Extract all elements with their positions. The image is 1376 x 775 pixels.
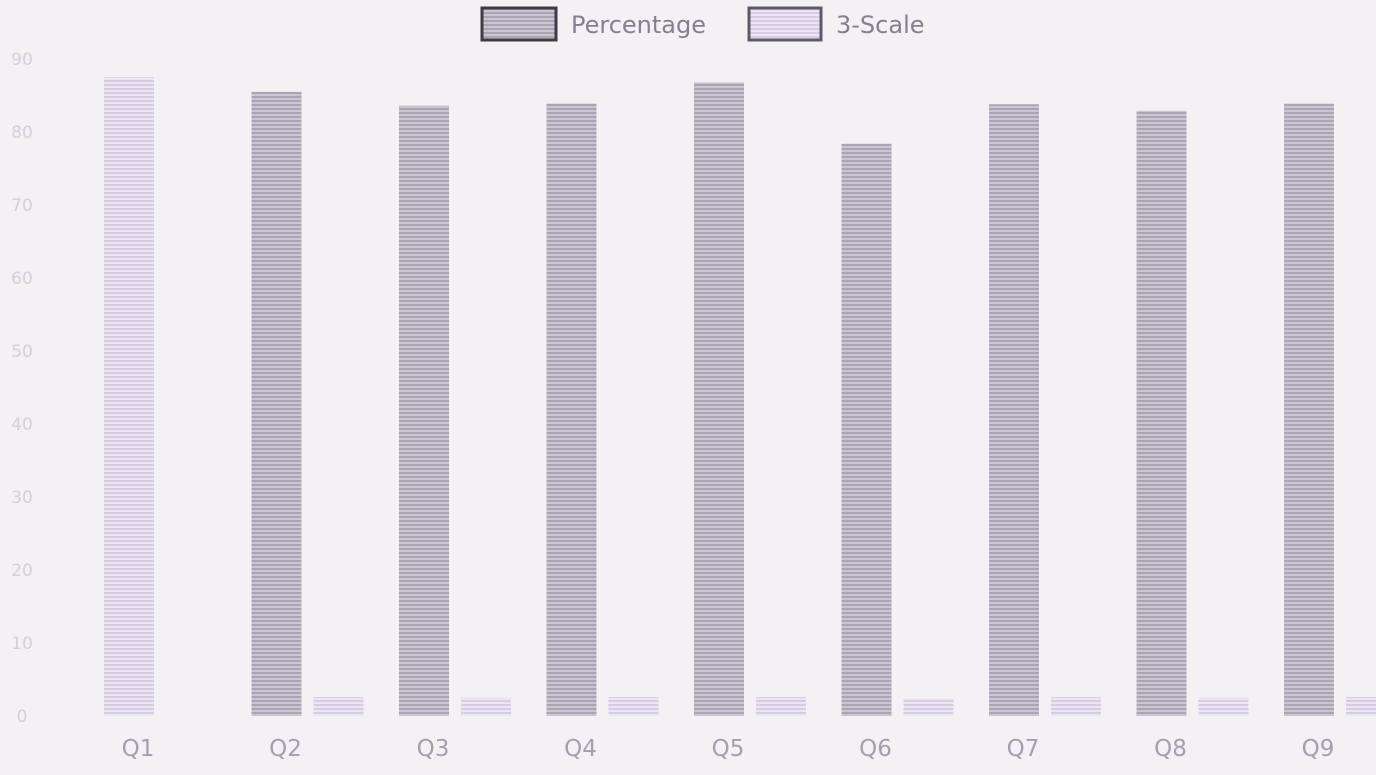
legend-label-percentage: Percentage (571, 11, 706, 39)
y-tick-label: 70 (11, 196, 33, 216)
bar-percentage-q4 (546, 103, 597, 716)
bar-3-scale-q3 (461, 697, 511, 716)
chart-bars (104, 77, 1376, 717)
y-tick-label: 30 (11, 488, 33, 508)
legend-label-3-scale: 3-Scale (836, 11, 925, 39)
y-tick-label: 10 (11, 634, 33, 654)
x-tick-label: Q4 (564, 736, 597, 762)
legend-swatch-3-scale (747, 6, 823, 42)
x-tick-label: Q7 (1007, 736, 1040, 762)
x-axis-labels: Q1 Q2 Q3 Q4 Q5 Q6 Q7 Q8 Q9 (122, 736, 1335, 762)
bar-percentage-q8 (1136, 110, 1187, 716)
chart-legend: Percentage 3-Scale (480, 6, 925, 42)
bar-3-scale-q7 (1051, 697, 1101, 716)
bar-3-scale-q2 (313, 697, 364, 716)
bar-3-scale-q5 (756, 697, 806, 716)
bar-percentage-q6 (841, 143, 892, 716)
x-tick-label: Q3 (417, 736, 450, 762)
bar-percentage-q2 (251, 91, 302, 717)
y-tick-label: 50 (11, 342, 33, 362)
y-tick-label: 90 (11, 50, 33, 70)
bar-3-scale-q6 (903, 698, 954, 716)
x-tick-label: Q2 (269, 736, 302, 762)
bar-percentage-q1 (104, 77, 154, 716)
legend-item-percentage: Percentage (480, 6, 706, 42)
y-tick-label: 20 (11, 561, 33, 581)
legend-item-3-scale: 3-Scale (747, 6, 925, 42)
x-tick-label: Q8 (1154, 736, 1187, 762)
bar-percentage-q9 (1284, 103, 1334, 716)
y-tick-label: 80 (11, 123, 33, 143)
x-tick-label: Q1 (122, 736, 155, 762)
bar-3-scale-q8 (1198, 697, 1249, 716)
y-tick-label: 60 (11, 269, 33, 289)
x-tick-label: Q9 (1302, 736, 1335, 762)
y-axis-ticks: 0 10 20 30 40 50 60 70 80 90 (11, 50, 33, 727)
y-tick-label: 0 (17, 707, 28, 727)
bar-3-scale-q4 (608, 697, 659, 716)
bar-percentage-q5 (694, 82, 744, 717)
bar-3-scale-q9 (1346, 697, 1376, 716)
x-tick-label: Q6 (859, 736, 892, 762)
x-tick-label: Q5 (712, 736, 745, 762)
bar-percentage-q3 (399, 105, 449, 717)
bar-percentage-q7 (989, 104, 1039, 716)
y-tick-label: 40 (11, 415, 33, 435)
legend-swatch-percentage (480, 6, 558, 42)
